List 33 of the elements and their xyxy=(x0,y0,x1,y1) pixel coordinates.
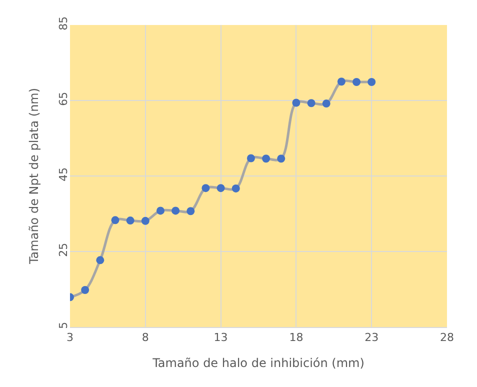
x-tick-label: 8 xyxy=(142,331,149,344)
point xyxy=(262,154,270,163)
y-tick-label: 5 xyxy=(56,322,70,329)
y-tick-label: 25 xyxy=(56,242,70,257)
point xyxy=(111,216,120,224)
point xyxy=(172,206,180,215)
x-tick-label: 28 xyxy=(440,331,454,344)
point xyxy=(368,78,376,86)
x-tick-label: 3 xyxy=(66,331,74,344)
x-tick-label: 13 xyxy=(214,331,228,344)
point xyxy=(307,99,316,108)
point xyxy=(96,256,104,264)
point xyxy=(81,286,90,294)
y-tick-label: 65 xyxy=(56,92,70,106)
y-tick-label: 45 xyxy=(56,167,70,182)
point xyxy=(126,216,134,225)
point xyxy=(277,154,286,163)
point xyxy=(352,78,361,86)
x-tick-label: 18 xyxy=(289,331,304,344)
point xyxy=(186,207,195,216)
point xyxy=(232,184,240,192)
point xyxy=(292,98,300,107)
y-tick-label: 85 xyxy=(56,16,70,30)
point xyxy=(337,78,346,86)
point xyxy=(202,184,210,192)
point xyxy=(322,100,330,108)
y-axis-title: Tamaño de Npt de plata (nm) xyxy=(27,88,42,266)
point xyxy=(141,216,150,225)
point xyxy=(216,184,225,192)
x-tick-label: 23 xyxy=(364,331,379,344)
x-axis-title: Tamaño de halo de inhibición (mm) xyxy=(152,356,364,370)
point xyxy=(246,154,255,162)
point xyxy=(156,206,164,215)
